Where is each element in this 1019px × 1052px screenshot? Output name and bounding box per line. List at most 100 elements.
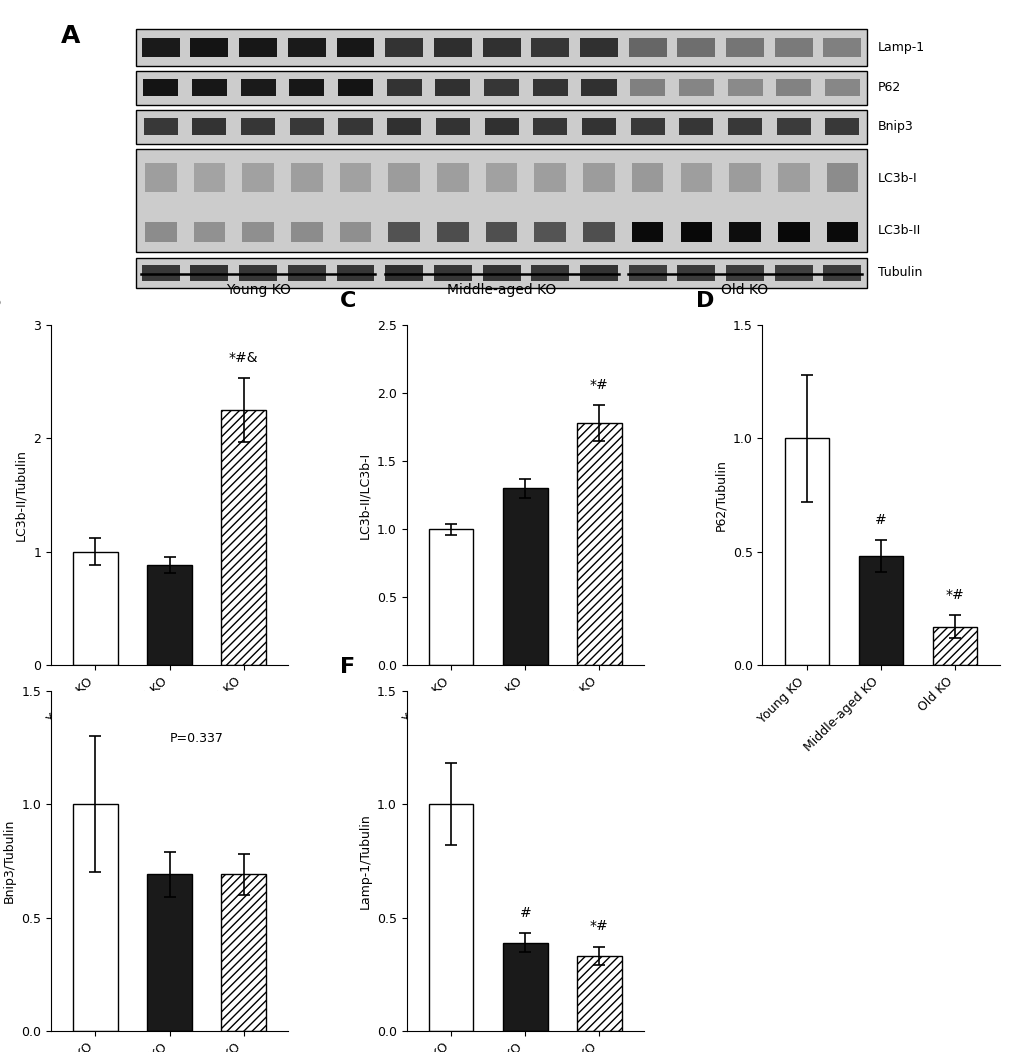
Bar <box>932 627 976 665</box>
Text: P=0.337: P=0.337 <box>169 731 223 745</box>
Text: D: D <box>695 291 713 311</box>
Bar <box>680 222 711 242</box>
Bar <box>137 29 866 65</box>
Bar <box>679 119 712 135</box>
Bar <box>73 804 117 1031</box>
Bar <box>193 119 226 135</box>
Bar <box>435 80 470 96</box>
Bar <box>580 265 618 281</box>
Bar <box>194 222 225 242</box>
Bar <box>436 222 469 242</box>
Bar <box>729 222 760 242</box>
Bar <box>243 163 274 191</box>
Text: Lamp-1: Lamp-1 <box>877 41 924 54</box>
Bar <box>433 265 472 281</box>
Text: LC3b-II: LC3b-II <box>877 224 920 237</box>
Bar <box>338 119 372 135</box>
Bar <box>290 222 322 242</box>
Text: B: B <box>0 291 2 311</box>
Bar <box>385 39 423 57</box>
Bar <box>726 39 763 57</box>
Bar <box>825 163 857 191</box>
Bar <box>583 163 614 191</box>
Bar <box>677 39 714 57</box>
Text: C: C <box>340 291 357 311</box>
Bar <box>630 119 664 135</box>
Bar <box>429 529 473 665</box>
Bar <box>147 565 192 665</box>
Bar <box>533 119 567 135</box>
Bar <box>336 39 374 57</box>
Bar <box>387 119 421 135</box>
Bar <box>679 80 713 96</box>
Bar <box>677 265 714 281</box>
Bar <box>194 163 225 191</box>
Text: *#: *# <box>589 919 608 933</box>
Bar <box>728 119 761 135</box>
Bar <box>221 874 266 1031</box>
Bar <box>775 80 810 96</box>
Bar <box>502 488 547 665</box>
Bar <box>336 265 374 281</box>
Bar <box>534 163 566 191</box>
Bar <box>436 163 469 191</box>
Bar <box>137 72 866 104</box>
Bar <box>221 410 266 665</box>
Bar <box>137 149 866 252</box>
Bar <box>192 80 226 96</box>
Bar <box>388 222 420 242</box>
Bar <box>145 222 176 242</box>
Text: P62: P62 <box>877 81 901 95</box>
Text: Tubulin: Tubulin <box>877 266 921 280</box>
Text: Young KO: Young KO <box>225 283 290 297</box>
Bar <box>583 222 614 242</box>
Bar <box>777 163 809 191</box>
Text: *#&: *#& <box>228 350 258 365</box>
Bar <box>137 110 866 143</box>
Y-axis label: LC3b-II/LC3b-I: LC3b-II/LC3b-I <box>358 451 371 539</box>
Text: LC3b-I: LC3b-I <box>877 173 917 185</box>
Bar <box>631 163 662 191</box>
Bar <box>774 265 812 281</box>
Bar <box>580 39 618 57</box>
Bar <box>577 956 621 1031</box>
Text: Middle-aged KO: Middle-aged KO <box>446 283 555 297</box>
Bar <box>502 943 547 1031</box>
Text: Old KO: Old KO <box>720 283 768 297</box>
Bar <box>631 222 662 242</box>
Bar <box>858 557 903 665</box>
Bar <box>727 80 762 96</box>
Bar <box>824 119 859 135</box>
Text: *#: *# <box>589 378 608 391</box>
Text: #: # <box>874 512 887 527</box>
Bar <box>784 439 828 665</box>
Bar <box>628 39 666 57</box>
Bar <box>729 163 760 191</box>
Text: #: # <box>519 906 531 919</box>
Bar <box>145 163 176 191</box>
Bar <box>142 39 179 57</box>
Bar <box>775 119 810 135</box>
Text: F: F <box>340 656 355 676</box>
Bar <box>337 80 373 96</box>
Bar <box>485 222 517 242</box>
Bar <box>482 39 520 57</box>
Bar <box>825 222 857 242</box>
Bar <box>290 163 322 191</box>
Bar <box>287 265 325 281</box>
Text: Bnip3: Bnip3 <box>877 120 913 134</box>
Bar <box>630 80 664 96</box>
Bar <box>581 80 615 96</box>
Text: *#: *# <box>945 588 964 602</box>
Bar <box>680 163 711 191</box>
Bar <box>339 222 371 242</box>
Y-axis label: Lamp-1/Tubulin: Lamp-1/Tubulin <box>358 813 371 909</box>
Bar <box>777 222 809 242</box>
Bar <box>287 39 325 57</box>
Bar <box>485 163 517 191</box>
Bar <box>531 265 569 281</box>
Bar <box>191 265 228 281</box>
Bar <box>238 39 277 57</box>
Bar <box>147 874 192 1031</box>
Bar <box>433 39 472 57</box>
